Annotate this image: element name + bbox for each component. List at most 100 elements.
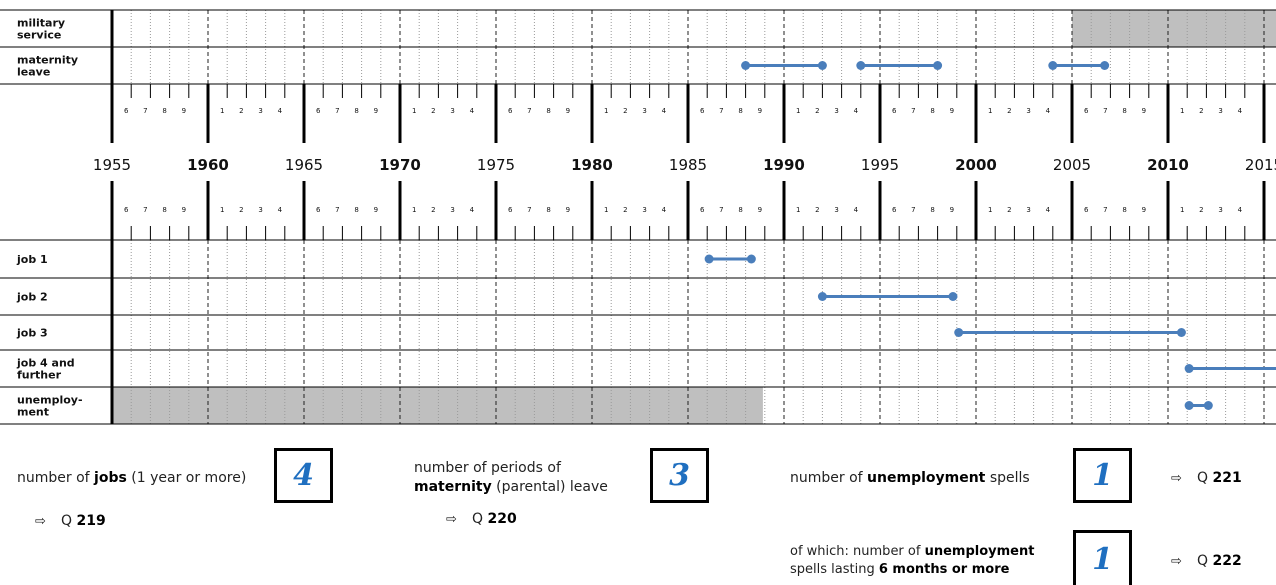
jobs-question-text: number of jobs (1 year or more) xyxy=(17,470,247,486)
jobs-count-box[interactable]: 4 xyxy=(274,448,333,503)
shaded-period xyxy=(112,387,763,424)
tick-label: 6 xyxy=(892,107,897,115)
unemployment-count-box[interactable]: 1 xyxy=(1073,448,1132,503)
year-label: 1965 xyxy=(285,156,323,174)
year-label: 2010 xyxy=(1147,156,1189,174)
tick-label: 3 xyxy=(642,107,646,115)
maternity-question-ref: ⇨ Q 220 xyxy=(446,511,517,527)
tick-label: 7 xyxy=(335,206,339,214)
year-label: 1960 xyxy=(187,156,229,174)
tick-label: 2 xyxy=(1199,206,1203,214)
tick-label: 9 xyxy=(374,107,378,115)
tick-label: 8 xyxy=(738,107,742,115)
tick-label: 8 xyxy=(930,107,934,115)
tick-label: 8 xyxy=(354,107,358,115)
segment-start-dot xyxy=(704,254,714,264)
tick-label: 4 xyxy=(1238,107,1243,115)
tick-label: 2 xyxy=(623,206,627,214)
tick-label: 4 xyxy=(278,206,283,214)
tick-label: 7 xyxy=(143,107,147,115)
arrow-icon: ⇨ xyxy=(35,514,46,529)
tick-label: 8 xyxy=(162,107,166,115)
long-unemployment-question-ref: ⇨ Q 222 xyxy=(1171,553,1242,569)
tick-label: 9 xyxy=(566,206,570,214)
segment-start-dot xyxy=(856,61,866,70)
tick-label: 1 xyxy=(412,107,416,115)
row-label: maternity xyxy=(17,54,78,67)
tick-label: 9 xyxy=(566,107,570,115)
arrow-icon: ⇨ xyxy=(1171,554,1182,569)
tick-label: 2 xyxy=(623,107,627,115)
tick-label: 3 xyxy=(1026,107,1030,115)
tick-label: 8 xyxy=(1122,107,1126,115)
tick-label: 6 xyxy=(700,206,705,214)
shaded-period xyxy=(1072,10,1276,47)
tick-label: 2 xyxy=(815,107,819,115)
tick-label: 4 xyxy=(1046,107,1051,115)
tick-label: 7 xyxy=(143,206,147,214)
tick-label: 2 xyxy=(1007,107,1011,115)
year-label: 2005 xyxy=(1053,156,1091,174)
arrow-icon: ⇨ xyxy=(446,512,457,527)
tick-label: 3 xyxy=(834,206,838,214)
tick-label: 3 xyxy=(642,206,646,214)
year-label: 1980 xyxy=(571,156,613,174)
row-label: job 4 and xyxy=(16,357,75,370)
tick-label: 6 xyxy=(508,206,513,214)
segment-start-dot xyxy=(1184,364,1194,373)
tick-label: 9 xyxy=(950,206,954,214)
tick-label: 7 xyxy=(527,107,531,115)
tick-label: 9 xyxy=(374,206,378,214)
tick-label: 3 xyxy=(834,107,838,115)
year-label: 1985 xyxy=(669,156,707,174)
tick-label: 9 xyxy=(1142,107,1146,115)
tick-label: 1 xyxy=(796,107,800,115)
tick-label: 3 xyxy=(258,206,262,214)
year-label: 1970 xyxy=(379,156,421,174)
maternity-count-box[interactable]: 3 xyxy=(650,448,709,503)
row-label: ment xyxy=(17,406,49,419)
tick-label: 9 xyxy=(182,107,186,115)
tick-label: 3 xyxy=(450,107,454,115)
unemployment-count-value: 1 xyxy=(1092,458,1113,493)
tick-label: 6 xyxy=(1084,107,1089,115)
tick-label: 1 xyxy=(1180,206,1184,214)
tick-label: 6 xyxy=(1084,206,1089,214)
tick-label: 8 xyxy=(354,206,358,214)
tick-label: 8 xyxy=(1122,206,1126,214)
segment-end-dot xyxy=(933,61,943,70)
tick-label: 7 xyxy=(1103,107,1107,115)
year-label: 2015 xyxy=(1245,156,1276,174)
tick-label: 7 xyxy=(335,107,339,115)
year-label: 1955 xyxy=(93,156,131,174)
tick-label: 4 xyxy=(854,206,859,214)
tick-label: 6 xyxy=(892,206,897,214)
tick-label: 7 xyxy=(1103,206,1107,214)
row-label: job 3 xyxy=(16,327,48,340)
tick-label: 4 xyxy=(854,107,859,115)
segment-start-dot xyxy=(1184,401,1194,410)
year-label: 1975 xyxy=(477,156,515,174)
tick-label: 9 xyxy=(758,206,762,214)
tick-label: 6 xyxy=(124,206,129,214)
segment-end-dot xyxy=(1176,328,1186,337)
tick-label: 8 xyxy=(546,206,550,214)
tick-label: 6 xyxy=(700,107,705,115)
tick-label: 1 xyxy=(796,206,800,214)
long-unemployment-count-box[interactable]: 1 xyxy=(1073,530,1132,585)
tick-label: 4 xyxy=(662,107,667,115)
row-label: unemploy- xyxy=(17,394,83,407)
long-unemployment-count-value: 1 xyxy=(1092,541,1113,577)
tick-label: 3 xyxy=(1218,206,1222,214)
tick-label: 9 xyxy=(758,107,762,115)
tick-label: 8 xyxy=(930,206,934,214)
segment-end-dot xyxy=(817,61,827,70)
segment-end-dot xyxy=(948,292,958,301)
tick-label: 2 xyxy=(239,206,243,214)
tick-label: 1 xyxy=(1180,107,1184,115)
tick-label: 7 xyxy=(911,107,915,115)
tick-label: 3 xyxy=(258,107,262,115)
tick-label: 2 xyxy=(815,206,819,214)
row-label: leave xyxy=(17,66,50,79)
tick-label: 3 xyxy=(1218,107,1222,115)
